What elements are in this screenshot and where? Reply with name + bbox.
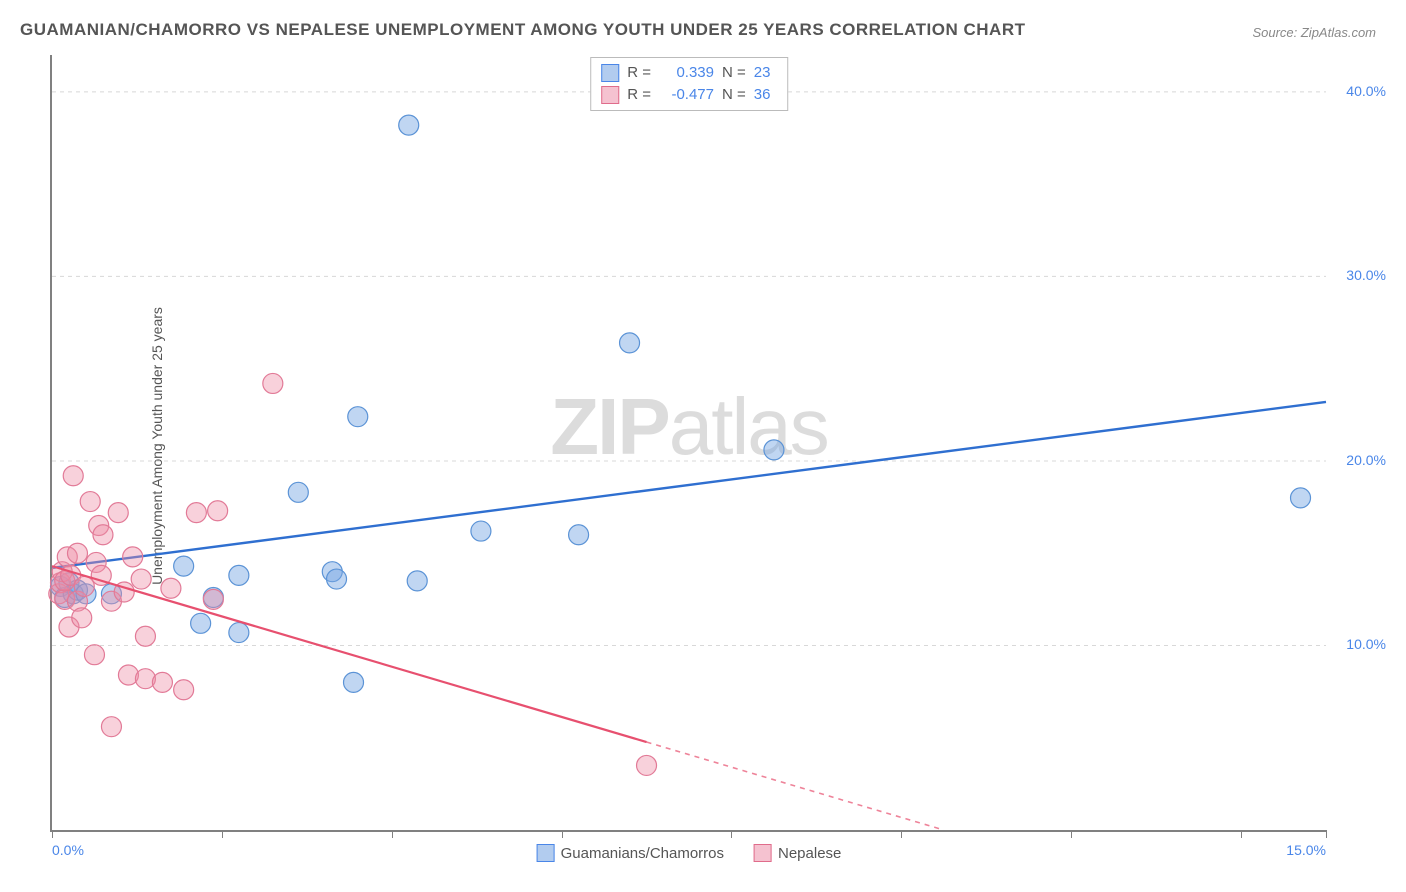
legend-swatch-blue: [601, 64, 619, 82]
r-label: R =: [627, 84, 651, 106]
xtick: [1241, 830, 1242, 838]
xtick: [562, 830, 563, 838]
legend-swatch-pink: [601, 86, 619, 104]
xtick-label: 15.0%: [1286, 842, 1326, 858]
r-value: 0.339: [659, 62, 714, 84]
legend-swatch-blue: [537, 844, 555, 862]
legend-series: Guamanians/Chamorros Nepalese: [537, 844, 842, 862]
r-label: R =: [627, 62, 651, 84]
ytick-label: 40.0%: [1346, 83, 1386, 99]
source-label: Source: ZipAtlas.com: [1252, 25, 1376, 40]
legend-stat-row: R = 0.339 N = 23: [601, 62, 777, 84]
xtick: [731, 830, 732, 838]
n-value: 23: [754, 62, 777, 84]
n-value: 36: [754, 84, 777, 106]
legend-swatch-pink: [754, 844, 772, 862]
xtick: [52, 830, 53, 838]
legend-stat-row: R = -0.477 N = 36: [601, 84, 777, 106]
legend-label: Guamanians/Chamorros: [561, 845, 724, 862]
r-value: -0.477: [659, 84, 714, 106]
xtick: [901, 830, 902, 838]
ytick-label: 10.0%: [1346, 636, 1386, 652]
xtick-label: 0.0%: [52, 842, 84, 858]
legend-item: Guamanians/Chamorros: [537, 844, 724, 862]
legend-stats: R = 0.339 N = 23 R = -0.477 N = 36: [590, 57, 788, 111]
legend-item: Nepalese: [754, 844, 841, 862]
chart-svg: [52, 55, 1326, 830]
n-label: N =: [722, 84, 746, 106]
xtick: [392, 830, 393, 838]
legend-label: Nepalese: [778, 845, 841, 862]
ytick-label: 20.0%: [1346, 452, 1386, 468]
ytick-label: 30.0%: [1346, 267, 1386, 283]
xtick: [1326, 830, 1327, 838]
n-label: N =: [722, 62, 746, 84]
xtick: [222, 830, 223, 838]
plot-area: ZIPatlas R = 0.339 N = 23 R = -0.477 N =…: [50, 55, 1326, 832]
chart-container: GUAMANIAN/CHAMORRO VS NEPALESE UNEMPLOYM…: [0, 0, 1406, 892]
chart-title: GUAMANIAN/CHAMORRO VS NEPALESE UNEMPLOYM…: [20, 20, 1026, 40]
xtick: [1071, 830, 1072, 838]
